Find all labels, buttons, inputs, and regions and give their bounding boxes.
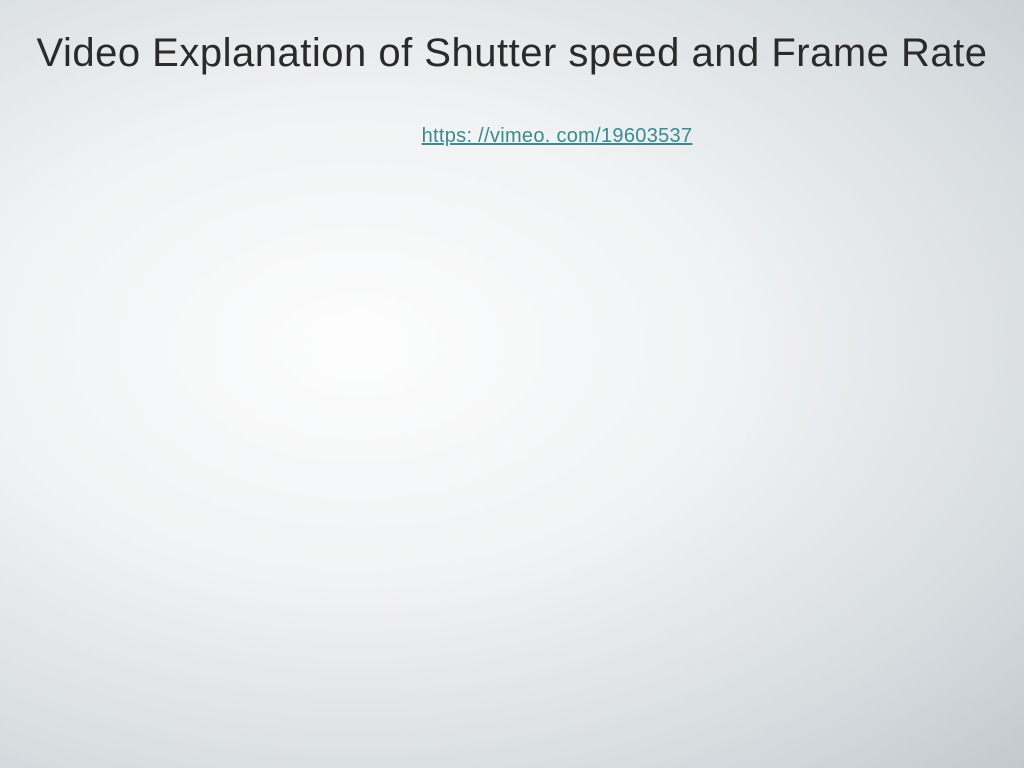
slide-title: Video Explanation of Shutter speed and F… (32, 28, 992, 78)
video-link[interactable]: https: //vimeo. com/19603537 (422, 125, 693, 147)
slide: Video Explanation of Shutter speed and F… (0, 0, 1024, 768)
link-row: https: //vimeo. com/19603537 (0, 125, 1024, 148)
